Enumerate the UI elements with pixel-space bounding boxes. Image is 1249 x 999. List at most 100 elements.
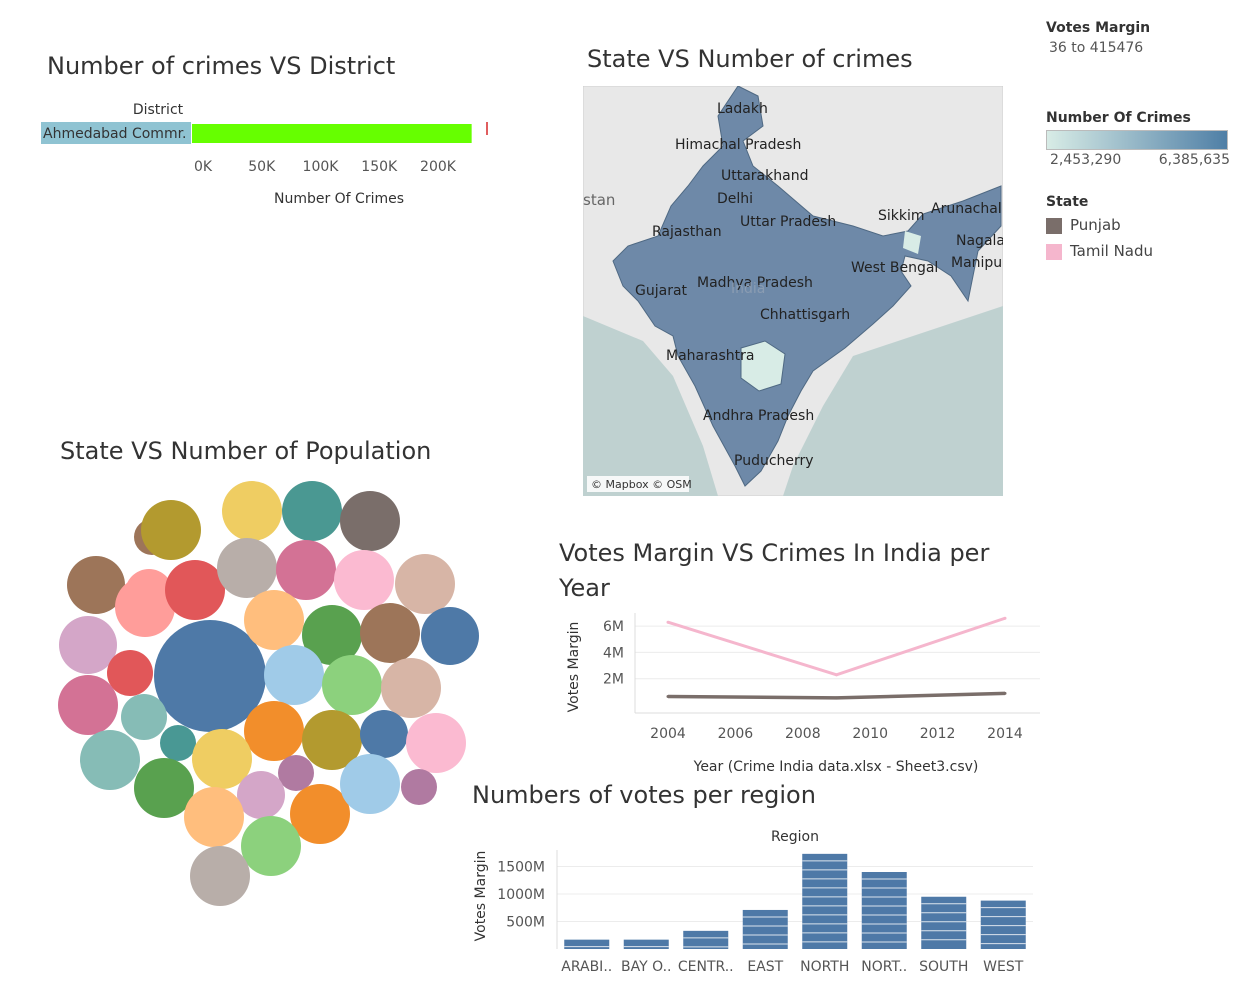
population-bubble[interactable] (217, 538, 277, 598)
crimes-color-gradient[interactable] (1046, 130, 1228, 150)
map-country-label: India (731, 281, 765, 297)
x-tick-label: NORT.. (861, 959, 907, 975)
region-bar[interactable] (683, 930, 729, 949)
population-bubble[interactable] (302, 605, 362, 665)
bar[interactable] (802, 853, 848, 949)
map-label: Madhya Pradesh (697, 275, 813, 291)
india-states-region[interactable] (612, 86, 1002, 487)
map-label: Manipu (951, 255, 1002, 271)
region-bar[interactable] (980, 900, 1026, 949)
crimes-legend-title: Number Of Crimes (1046, 110, 1191, 126)
population-bubble[interactable] (134, 758, 194, 818)
population-bubble[interactable] (59, 616, 117, 674)
population-bubble[interactable] (237, 771, 285, 819)
crimes-district-chart: District Ahmedabad Commr. 0K 50K 100K 150K 2… (41, 102, 488, 207)
population-bubble[interactable] (107, 650, 153, 696)
population-bubble[interactable] (276, 540, 336, 600)
population-bubble[interactable] (184, 787, 244, 847)
legend-swatch (1046, 243, 1062, 260)
population-bubble[interactable] (360, 710, 408, 758)
bar[interactable] (192, 124, 472, 143)
telangana-region[interactable] (740, 340, 786, 392)
x-tick-label: 100K (303, 159, 340, 175)
data-point[interactable] (835, 696, 838, 700)
bay-of-bengal (783, 306, 1003, 496)
population-bubble[interactable] (406, 713, 466, 773)
region-bar[interactable] (742, 909, 788, 949)
population-bubble[interactable] (290, 784, 350, 844)
map-attribution[interactable]: © Mapbox © OSM (591, 478, 692, 491)
region-bar[interactable] (802, 853, 848, 949)
x-tick-label: EAST (747, 959, 783, 975)
district-category-label[interactable]: Ahmedabad Commr. (43, 126, 187, 142)
population-bubble[interactable] (302, 710, 362, 770)
map-label: Uttar Pradesh (740, 214, 836, 230)
population-bubble[interactable] (141, 500, 201, 560)
population-bubble[interactable] (244, 701, 304, 761)
arabian-sea (583, 316, 718, 496)
map-label: Maharashtra (666, 348, 754, 364)
population-bubble-chart (58, 481, 479, 906)
population-bubble[interactable] (115, 577, 175, 637)
population-bubble[interactable] (222, 481, 282, 541)
population-bubble[interactable] (395, 554, 455, 614)
population-bubble[interactable] (401, 769, 437, 805)
population-bubble[interactable] (421, 607, 479, 665)
district-label-highlight[interactable] (41, 122, 191, 144)
x-tick-label: 200K (420, 159, 457, 175)
bar[interactable] (980, 900, 1026, 949)
northeast-light-region[interactable] (903, 231, 921, 254)
population-bubble[interactable] (340, 754, 400, 814)
bar[interactable] (742, 909, 788, 949)
map-label: Ladakh (717, 101, 768, 117)
crimes-legend-min: 2,453,290 (1050, 152, 1122, 168)
population-bubble[interactable] (165, 560, 225, 620)
region-bar[interactable] (921, 896, 967, 949)
population-bubble[interactable] (340, 491, 400, 551)
population-bubble[interactable] (121, 694, 167, 740)
state-legend-title: State (1046, 194, 1089, 210)
legend-item-tamil-nadu[interactable]: Tamil Nadu (1046, 242, 1153, 260)
india-crime-map[interactable]: Ladakh Himachal Pradesh Uttarakhand Delh… (583, 86, 1003, 496)
y-tick-label: 2M (603, 672, 624, 688)
bar[interactable] (564, 939, 610, 949)
data-point[interactable] (835, 673, 838, 677)
region-bar[interactable] (861, 872, 907, 949)
bar[interactable] (861, 872, 907, 949)
district-header: District (133, 102, 184, 118)
population-bubble[interactable] (190, 846, 250, 906)
population-bubble[interactable] (80, 730, 140, 790)
region-bar[interactable] (564, 939, 610, 949)
population-bubble[interactable] (58, 675, 118, 735)
population-bubble[interactable] (154, 620, 266, 732)
bar[interactable] (921, 896, 967, 949)
population-bubble[interactable] (322, 655, 382, 715)
legend-item-punjab[interactable]: Punjab (1046, 216, 1153, 234)
map-label: Chhattisgarh (760, 307, 850, 323)
population-bubble[interactable] (264, 645, 324, 705)
chart-title-crimes-district: Number of crimes VS District (47, 52, 396, 80)
crimes-color-legend: Number Of Crimes 2,453,290 6,385,635 (1046, 110, 1230, 172)
y-tick-label: 4M (603, 645, 624, 661)
population-bubble[interactable] (282, 481, 342, 541)
population-bubble[interactable] (278, 755, 314, 791)
votes-margin-range: 36 to 415476 (1049, 40, 1144, 56)
bar[interactable] (683, 930, 729, 949)
data-point[interactable] (666, 694, 670, 698)
population-bubble[interactable] (241, 816, 301, 876)
data-point[interactable] (666, 620, 670, 624)
region-bar[interactable] (623, 939, 669, 949)
bar[interactable] (623, 939, 669, 949)
population-bubble[interactable] (192, 729, 252, 789)
population-bubble[interactable] (381, 658, 441, 718)
population-bubble[interactable] (360, 603, 420, 663)
data-point[interactable] (1003, 691, 1007, 695)
population-bubble[interactable] (67, 556, 125, 614)
population-bubble[interactable] (244, 590, 304, 650)
map-label: Delhi (717, 191, 753, 207)
data-point[interactable] (1003, 616, 1007, 620)
votes-margin-legend: Votes Margin 36 to 415476 (1046, 20, 1150, 56)
population-bubble[interactable] (334, 550, 394, 610)
population-bubble[interactable] (160, 725, 196, 761)
region-header: Region (771, 829, 819, 845)
